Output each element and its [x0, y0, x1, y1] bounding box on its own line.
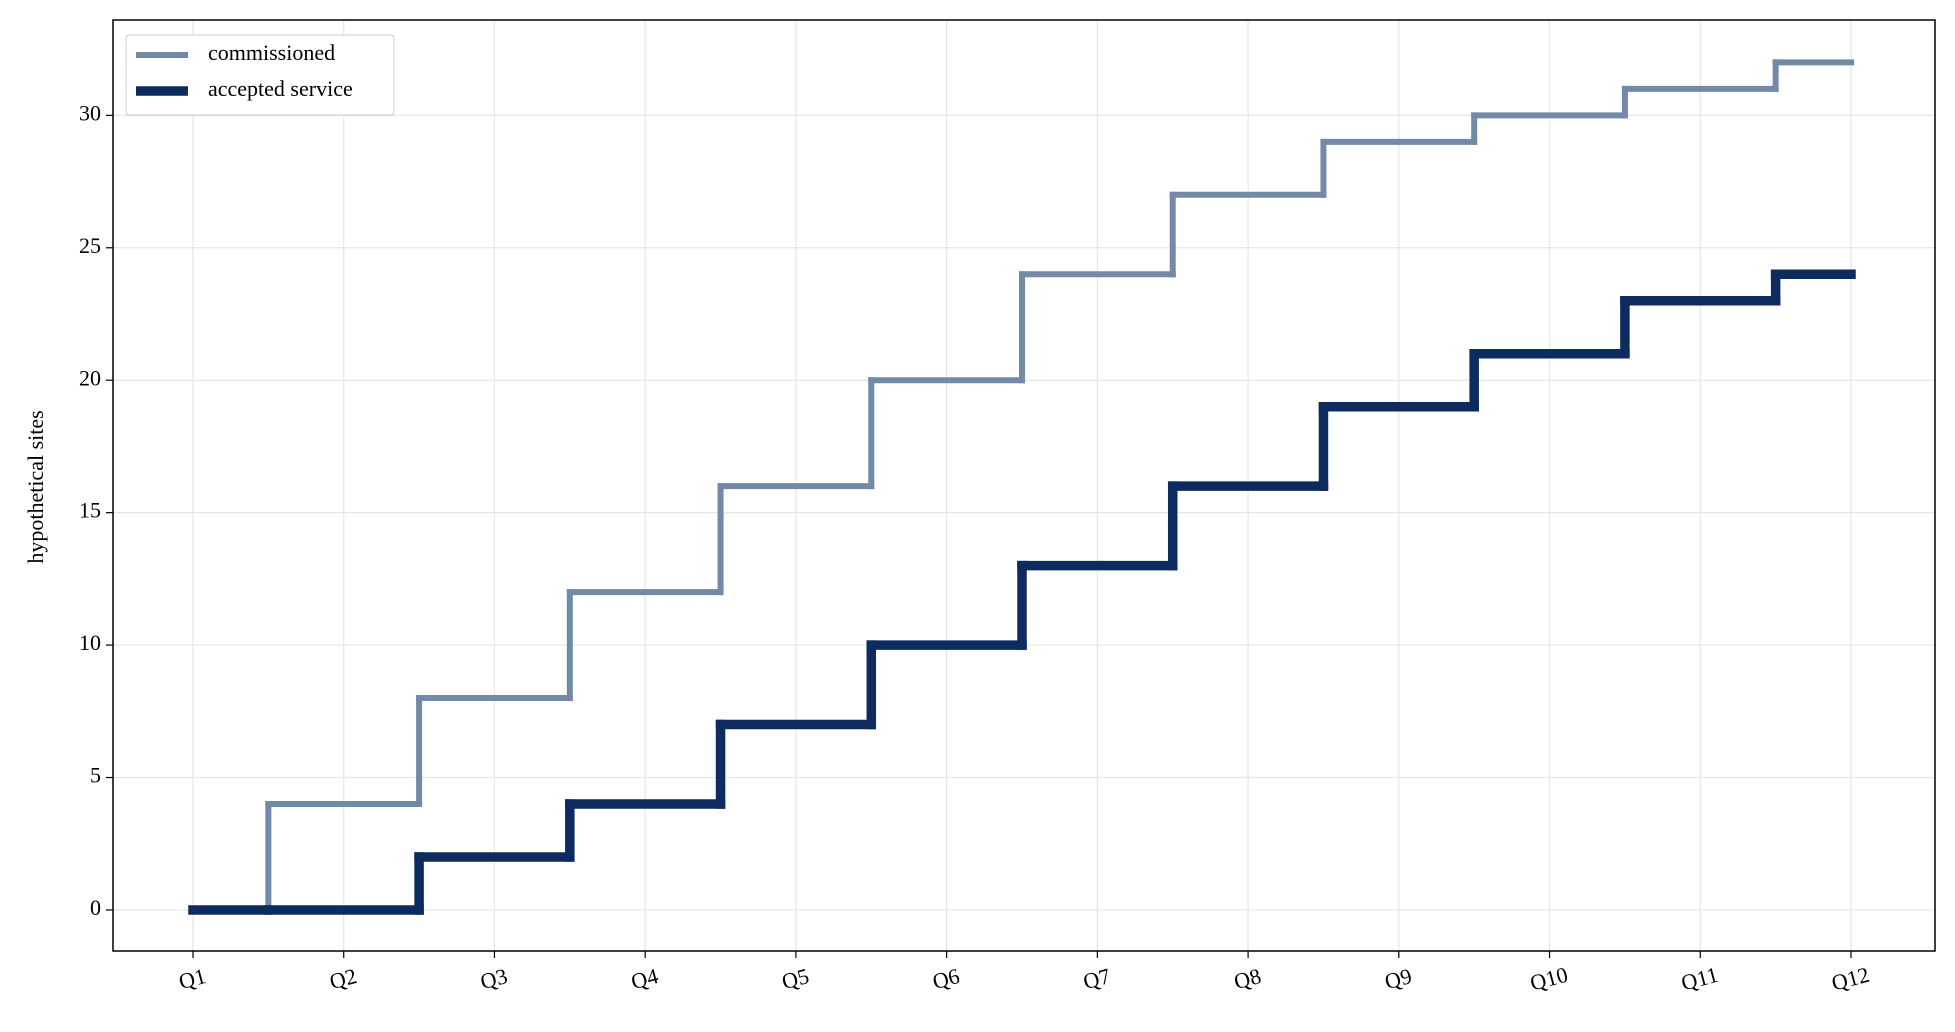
y-tick-label: 10	[79, 630, 101, 655]
plot-frame	[112, 19, 1936, 952]
y-tick-label: 25	[79, 233, 101, 258]
legend-box	[125, 34, 395, 116]
legend-label: accepted service	[208, 76, 353, 101]
y-tick-label: 15	[79, 498, 101, 523]
y-tick-label: 20	[79, 365, 101, 390]
y-tick-label: 30	[79, 100, 101, 125]
legend-label: commissioned	[208, 40, 335, 65]
y-tick-label: 0	[90, 895, 101, 920]
y-axis-label: hypothetical sites	[23, 410, 48, 563]
y-tick-label: 5	[90, 763, 101, 788]
